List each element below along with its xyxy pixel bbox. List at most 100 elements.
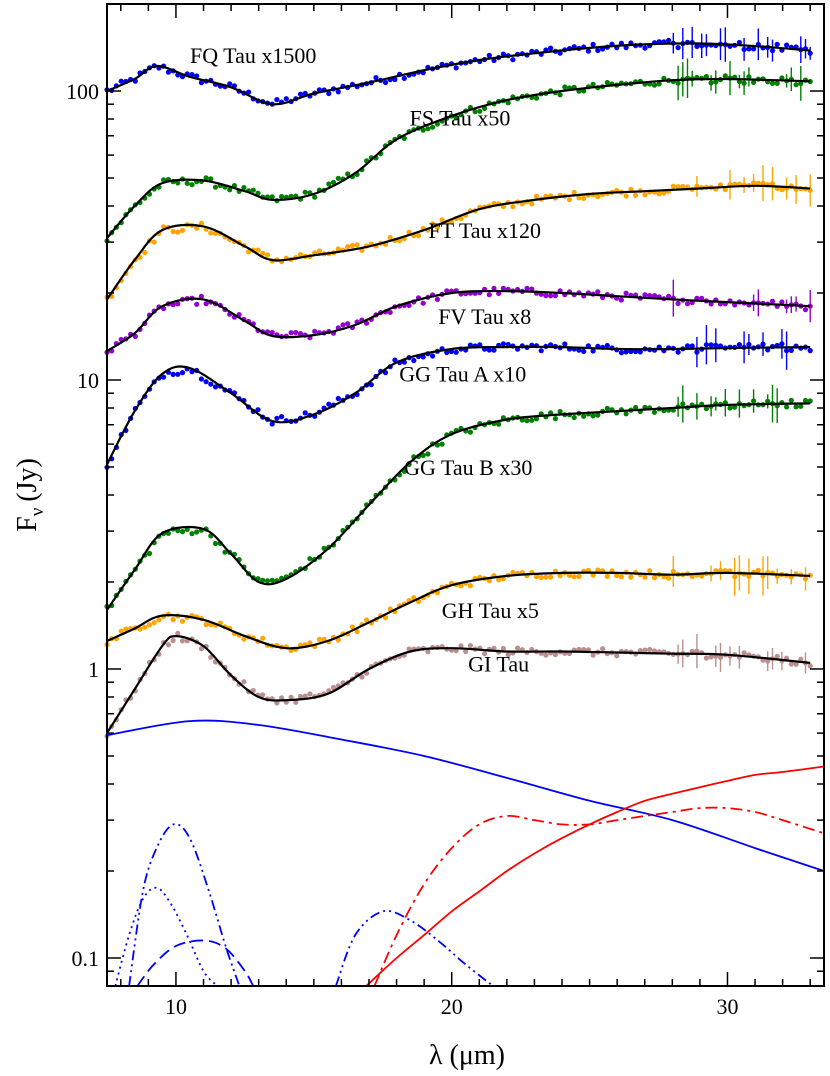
- series-point: [666, 575, 672, 581]
- series-point: [302, 410, 308, 416]
- series-point: [297, 331, 304, 337]
- series-point: [330, 684, 337, 691]
- series-point: [769, 298, 776, 304]
- series-point: [571, 574, 577, 580]
- series-point: [179, 529, 186, 535]
- series-point: [194, 225, 200, 231]
- series-point: [581, 195, 587, 201]
- series-point: [595, 567, 601, 573]
- series-point: [326, 401, 332, 407]
- series-point: [444, 288, 450, 294]
- series-point: [708, 654, 714, 660]
- series-point: [802, 397, 809, 404]
- series-point: [623, 193, 629, 199]
- series-point: [467, 643, 473, 649]
- series-point: [595, 47, 601, 54]
- series-point: [529, 286, 535, 292]
- y-axis-title-sub: ν: [27, 507, 48, 516]
- series-point: [779, 187, 785, 193]
- series-point: [491, 347, 497, 353]
- series-point: [137, 626, 143, 632]
- y-tick-label: 100: [66, 79, 99, 104]
- series-point: [538, 348, 544, 354]
- series-point: [156, 617, 162, 623]
- series-point: [595, 289, 601, 295]
- series-point: [326, 181, 332, 187]
- series-point: [703, 406, 710, 412]
- series-point: [595, 194, 601, 200]
- series-point: [510, 57, 516, 63]
- series-point: [198, 376, 204, 382]
- series-point: [802, 307, 809, 313]
- series-label-fq-tau-x1500: FQ Tau x1500: [190, 43, 316, 68]
- series-point: [755, 180, 761, 186]
- x-axis-title: λ (μm): [429, 1040, 505, 1071]
- series-point: [623, 411, 629, 417]
- series-gg-tau-a-x10: [104, 325, 813, 470]
- series-point: [557, 573, 563, 579]
- y-tick-label: 10: [77, 368, 99, 393]
- series-point: [274, 415, 280, 421]
- series-point: [463, 648, 469, 655]
- series-point: [533, 95, 540, 101]
- series-point: [212, 184, 219, 190]
- series-label-fs-tau-x50: FS Tau x50: [410, 105, 511, 130]
- series-point: [533, 416, 540, 422]
- series-point: [335, 246, 341, 252]
- series-point: [618, 350, 625, 356]
- series-fs-tau-x50: [104, 58, 813, 244]
- series-fv-tau-x8-model-curve: [106, 289, 811, 352]
- series-point: [260, 577, 266, 583]
- series-point: [722, 187, 728, 193]
- y-axis-title-main: F: [12, 516, 43, 532]
- series-point: [505, 100, 511, 106]
- series-point: [189, 531, 195, 537]
- series-point: [779, 299, 785, 305]
- series-point: [415, 233, 422, 239]
- series-point: [246, 89, 252, 95]
- series-point: [307, 640, 313, 646]
- series-point: [118, 78, 124, 84]
- series-point: [647, 646, 653, 653]
- series-point: [175, 528, 181, 534]
- series-ft-tau-x120: [104, 165, 813, 301]
- series-point: [486, 578, 492, 584]
- series-point: [274, 700, 280, 706]
- series-point: [345, 171, 351, 177]
- series-point: [741, 650, 747, 656]
- series-point: [307, 691, 313, 697]
- series-point: [430, 124, 436, 130]
- series-point: [411, 357, 417, 364]
- series-point: [345, 244, 351, 250]
- series-point: [179, 638, 186, 644]
- series-point: [576, 347, 582, 353]
- series-point: [642, 45, 648, 51]
- series-point: [600, 646, 606, 652]
- series-point: [269, 329, 275, 336]
- series-point: [515, 645, 521, 651]
- series-point: [774, 41, 780, 47]
- series-point: [604, 405, 610, 411]
- series-point: [533, 574, 540, 580]
- series-point: [146, 622, 153, 628]
- series-point: [354, 242, 360, 248]
- series-gi-tau-model-curve: [106, 634, 811, 734]
- series-point: [208, 381, 214, 387]
- series-point: [543, 293, 549, 299]
- series-point: [486, 347, 492, 353]
- series-point: [793, 404, 799, 410]
- series-point: [647, 293, 653, 299]
- series-point: [482, 651, 488, 657]
- series-point: [656, 191, 662, 197]
- series-point: [453, 115, 459, 121]
- series-point: [562, 341, 568, 347]
- series-point: [807, 663, 813, 669]
- series-point: [751, 46, 757, 52]
- series-point: [269, 577, 275, 583]
- series-point: [543, 652, 549, 658]
- series-point: [349, 243, 355, 249]
- series-point: [382, 79, 389, 86]
- series-point: [642, 647, 648, 653]
- component-blue-solid: [106, 719, 825, 872]
